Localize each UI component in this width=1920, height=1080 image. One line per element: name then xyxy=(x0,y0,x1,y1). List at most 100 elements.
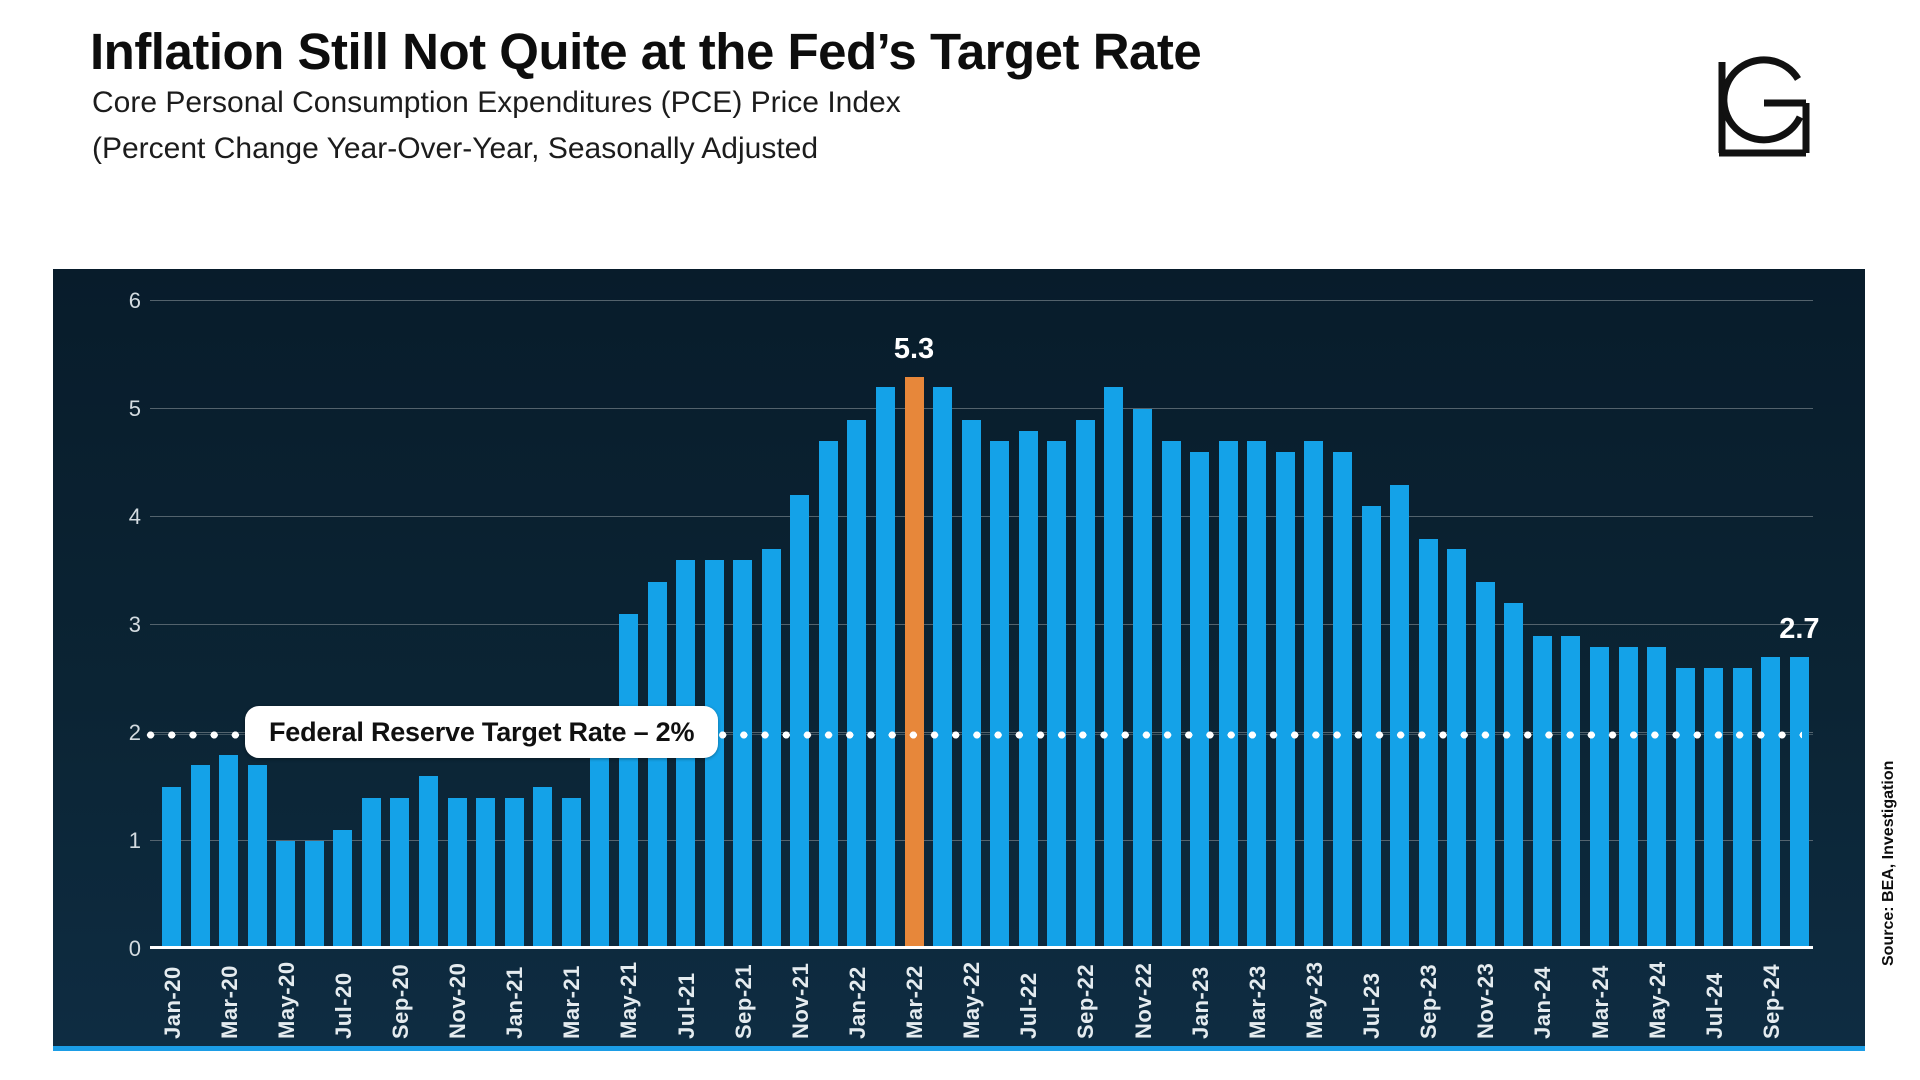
subtitle-line-2: (Percent Change Year-Over-Year, Seasonal… xyxy=(92,132,819,165)
bar-Mar-21 xyxy=(561,797,581,947)
bar-Dec-21 xyxy=(818,441,838,947)
bar-Nov-21 xyxy=(790,495,810,947)
bar-Jan-20 xyxy=(162,787,181,947)
bar-Feb-23 xyxy=(1218,441,1238,947)
x-tick-Jul-22: Jul-22 xyxy=(1016,972,1042,1039)
y-tick-0: 0 xyxy=(128,936,141,961)
bar-May-20 xyxy=(276,841,296,947)
bar-Nov-22 xyxy=(1133,409,1153,947)
bar-Aug-20 xyxy=(361,797,381,947)
gridline-1 xyxy=(150,840,1813,841)
bar-Mar-23 xyxy=(1247,441,1267,947)
x-tick-Mar-23: Mar-23 xyxy=(1244,965,1270,1039)
bar-Apr-23 xyxy=(1275,452,1295,947)
y-tick-3: 3 xyxy=(128,612,141,637)
bar-Feb-21 xyxy=(533,787,553,947)
bar-Apr-22 xyxy=(933,387,953,947)
bar-Sep-23 xyxy=(1418,538,1438,947)
bar-Apr-24 xyxy=(1618,646,1638,947)
x-tick-Mar-21: Mar-21 xyxy=(559,965,585,1039)
bar-Aug-23 xyxy=(1390,484,1410,947)
x-tick-Jul-20: Jul-20 xyxy=(330,972,356,1039)
x-axis-line xyxy=(150,946,1813,949)
bar-Nov-23 xyxy=(1475,581,1495,947)
x-tick-May-21: May-21 xyxy=(616,961,642,1039)
page-title: Inflation Still Not Quite at the Fed’s T… xyxy=(90,23,1202,80)
x-tick-May-23: May-23 xyxy=(1301,961,1327,1039)
bar-Jan-24 xyxy=(1532,635,1552,947)
x-tick-Nov-21: Nov-21 xyxy=(787,962,813,1039)
x-tick-May-20: May-20 xyxy=(273,961,299,1039)
bar-Sep-21 xyxy=(733,560,753,947)
x-tick-Nov-20: Nov-20 xyxy=(445,962,471,1039)
x-tick-Mar-24: Mar-24 xyxy=(1587,965,1613,1039)
y-tick-2: 2 xyxy=(128,720,141,745)
bar-Jun-24 xyxy=(1675,668,1695,947)
y-tick-5: 5 xyxy=(128,396,141,421)
bar-Jul-22 xyxy=(1018,430,1038,947)
x-tick-Jul-24: Jul-24 xyxy=(1701,972,1727,1039)
bar-Jun-20 xyxy=(304,841,324,947)
y-tick-1: 1 xyxy=(128,828,141,853)
target-rate-label-pill: Federal Reserve Target Rate – 2% xyxy=(245,706,719,758)
bar-Dec-22 xyxy=(1161,441,1181,947)
bar-Apr-20 xyxy=(247,765,267,947)
x-tick-Sep-22: Sep-22 xyxy=(1073,963,1099,1039)
bar-Jul-20 xyxy=(333,830,353,947)
bar-Jan-23 xyxy=(1190,452,1210,947)
x-tick-Jan-20: Jan-20 xyxy=(159,966,185,1039)
bar-May-23 xyxy=(1304,441,1324,947)
value-label-5.3: 5.3 xyxy=(893,332,935,365)
bar-Feb-20 xyxy=(190,765,210,947)
bar-Aug-24 xyxy=(1732,668,1752,947)
bar-Feb-24 xyxy=(1561,635,1581,947)
chart-panel: Federal Reserve Target Rate – 2% 0 1 2 3 4 5 6… xyxy=(53,269,1865,1051)
x-tick-May-22: May-22 xyxy=(959,961,985,1039)
bar-Oct-23 xyxy=(1447,549,1467,947)
bar-May-21 xyxy=(618,614,638,947)
bar-Oct-22 xyxy=(1104,387,1124,947)
x-tick-Jan-22: Jan-22 xyxy=(844,966,870,1039)
bar-highlighted-Mar-22 xyxy=(904,376,924,947)
x-tick-Sep-20: Sep-20 xyxy=(387,963,413,1039)
bar-Dec-20 xyxy=(476,797,496,947)
x-tick-Mar-20: Mar-20 xyxy=(216,965,242,1039)
bar-Sep-20 xyxy=(390,797,410,947)
logo-letter-g xyxy=(1720,56,1810,153)
x-tick-Jul-21: Jul-21 xyxy=(673,972,699,1039)
x-tick-Jan-21: Jan-21 xyxy=(502,966,528,1039)
bar-Mar-20 xyxy=(219,754,239,947)
source-note: Source: BEA, Investigation xyxy=(1880,760,1906,970)
source-note-text: Source: BEA, Investigation xyxy=(1880,760,1897,966)
bar-Mar-24 xyxy=(1590,646,1609,947)
gridline-6 xyxy=(150,300,1813,301)
bar-Dec-23 xyxy=(1504,603,1524,947)
x-tick-May-24: May-24 xyxy=(1644,961,1670,1039)
x-tick-Sep-23: Sep-23 xyxy=(1416,963,1442,1039)
x-tick-Jul-23: Jul-23 xyxy=(1359,972,1385,1039)
bar-Jan-21 xyxy=(504,797,524,947)
bar-Nov-20 xyxy=(447,797,467,947)
target-rate-label: Federal Reserve Target Rate – 2% xyxy=(269,716,695,747)
bar-Oct-21 xyxy=(761,549,781,947)
bar-May-22 xyxy=(961,419,981,947)
x-tick-Jan-24: Jan-24 xyxy=(1530,966,1556,1039)
x-tick-Sep-24: Sep-24 xyxy=(1758,963,1784,1039)
bar-May-24 xyxy=(1647,646,1667,947)
value-label-2.7: 2.7 xyxy=(1779,613,1820,646)
gridline-5 xyxy=(150,408,1813,409)
bar-Sep-24 xyxy=(1761,657,1781,947)
x-tick-Nov-22: Nov-22 xyxy=(1130,962,1156,1039)
bar-Oct-20 xyxy=(419,776,439,947)
y-tick-4: 4 xyxy=(128,504,141,529)
x-tick-Mar-22: Mar-22 xyxy=(902,965,928,1039)
bar-Sep-22 xyxy=(1075,419,1095,947)
bar-Apr-21 xyxy=(590,733,610,947)
bar-Jun-23 xyxy=(1332,452,1352,947)
bar-Jun-21 xyxy=(647,581,667,947)
bar-Aug-22 xyxy=(1047,441,1067,947)
bar-Jul-23 xyxy=(1361,506,1381,947)
bar-Jun-22 xyxy=(990,441,1010,947)
bar-Jan-22 xyxy=(847,419,867,947)
